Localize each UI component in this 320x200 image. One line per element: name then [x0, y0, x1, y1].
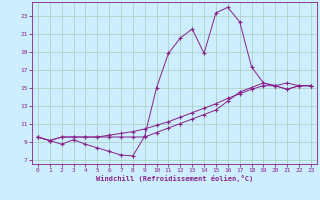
- X-axis label: Windchill (Refroidissement éolien,°C): Windchill (Refroidissement éolien,°C): [96, 175, 253, 182]
